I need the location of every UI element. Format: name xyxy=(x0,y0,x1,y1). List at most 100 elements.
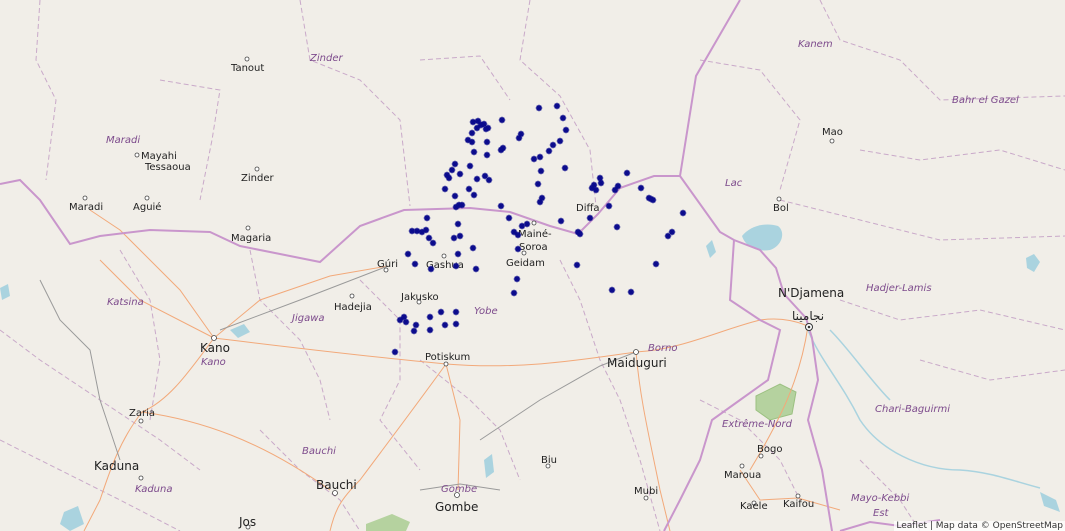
map-marker-icon[interactable] xyxy=(470,191,478,199)
map-attribution[interactable]: Leaflet | Map data © OpenStreetMap xyxy=(894,521,1065,531)
map-marker-icon[interactable] xyxy=(481,172,489,180)
map-marker-icon[interactable] xyxy=(498,116,506,124)
map-marker-icon[interactable] xyxy=(515,134,523,142)
map-marker-icon[interactable] xyxy=(664,232,672,240)
map-marker-icon[interactable] xyxy=(588,184,596,192)
map-marker-icon[interactable] xyxy=(422,226,430,234)
map-marker-icon[interactable] xyxy=(458,201,466,209)
map-marker-icon[interactable] xyxy=(452,320,460,328)
map-marker-icon[interactable] xyxy=(623,169,631,177)
map-marker-icon[interactable] xyxy=(538,194,546,202)
map-marker-icon[interactable] xyxy=(482,125,490,133)
map-marker-icon[interactable] xyxy=(470,148,478,156)
map-marker-icon[interactable] xyxy=(562,126,570,134)
map-marker-icon[interactable] xyxy=(485,176,493,184)
map-marker-icon[interactable] xyxy=(614,182,622,190)
map-marker-icon[interactable] xyxy=(396,316,404,324)
map-marker-icon[interactable] xyxy=(400,313,408,321)
map-marker-icon[interactable] xyxy=(497,202,505,210)
map-marker-icon[interactable] xyxy=(483,138,491,146)
map-marker-icon[interactable] xyxy=(596,174,604,182)
map-marker-icon[interactable] xyxy=(592,186,600,194)
map-marker-icon[interactable] xyxy=(523,220,531,228)
map-marker-icon[interactable] xyxy=(597,179,605,187)
map-marker-icon[interactable] xyxy=(537,167,545,175)
map-marker-icon[interactable] xyxy=(452,262,460,270)
map-marker-icon[interactable] xyxy=(427,265,435,273)
map-marker-icon[interactable] xyxy=(586,214,594,222)
map-marker-icon[interactable] xyxy=(452,203,460,211)
map-marker-icon[interactable] xyxy=(412,321,420,329)
map-marker-icon[interactable] xyxy=(450,234,458,242)
map-marker-icon[interactable] xyxy=(559,114,567,122)
map-marker-icon[interactable] xyxy=(441,321,449,329)
map-marker-icon[interactable] xyxy=(668,228,676,236)
map-marker-icon[interactable] xyxy=(423,214,431,222)
map-marker-icon[interactable] xyxy=(514,231,522,239)
map-marker-icon[interactable] xyxy=(448,166,456,174)
map-marker-icon[interactable] xyxy=(469,118,477,126)
map-marker-icon[interactable] xyxy=(452,308,460,316)
map-marker-icon[interactable] xyxy=(474,117,482,125)
map-marker-icon[interactable] xyxy=(426,313,434,321)
map-marker-icon[interactable] xyxy=(530,155,538,163)
map-marker-icon[interactable] xyxy=(627,288,635,296)
map-marker-icon[interactable] xyxy=(456,170,464,178)
map-marker-icon[interactable] xyxy=(426,326,434,334)
map-marker-icon[interactable] xyxy=(451,160,459,168)
map-marker-icon[interactable] xyxy=(549,141,557,149)
map-marker-icon[interactable] xyxy=(472,265,480,273)
map-marker-icon[interactable] xyxy=(425,234,433,242)
map-marker-icon[interactable] xyxy=(497,146,505,154)
map-marker-icon[interactable] xyxy=(608,286,616,294)
map-marker-icon[interactable] xyxy=(454,250,462,258)
map-marker-icon[interactable] xyxy=(561,164,569,172)
map-marker-icon[interactable] xyxy=(468,129,476,137)
map-marker-icon[interactable] xyxy=(466,162,474,170)
map-marker-icon[interactable] xyxy=(404,250,412,258)
map-marker-icon[interactable] xyxy=(451,192,459,200)
map-marker-icon[interactable] xyxy=(513,275,521,283)
map-marker-icon[interactable] xyxy=(536,153,544,161)
map-marker-icon[interactable] xyxy=(505,214,513,222)
map-marker-icon[interactable] xyxy=(437,308,445,316)
map-marker-icon[interactable] xyxy=(469,244,477,252)
map-marker-icon[interactable] xyxy=(679,209,687,217)
map-marker-icon[interactable] xyxy=(613,223,621,231)
map-marker-icon[interactable] xyxy=(573,261,581,269)
map-marker-icon[interactable] xyxy=(611,186,619,194)
map-marker-icon[interactable] xyxy=(445,174,453,182)
map-marker-icon[interactable] xyxy=(536,198,544,206)
map-marker-icon[interactable] xyxy=(553,102,561,110)
map-marker-icon[interactable] xyxy=(514,245,522,253)
map-marker-icon[interactable] xyxy=(410,327,418,335)
map-marker-icon[interactable] xyxy=(652,260,660,268)
map-marker-icon[interactable] xyxy=(456,232,464,240)
map-marker-icon[interactable] xyxy=(535,104,543,112)
map-marker-icon[interactable] xyxy=(411,260,419,268)
map-marker-icon[interactable] xyxy=(402,318,410,326)
map-marker-icon[interactable] xyxy=(468,138,476,146)
marker-layer[interactable] xyxy=(391,102,687,356)
map-marker-icon[interactable] xyxy=(545,147,553,155)
map-marker-icon[interactable] xyxy=(556,137,564,145)
map-marker-icon[interactable] xyxy=(510,289,518,297)
map-marker-icon[interactable] xyxy=(483,151,491,159)
map-marker-icon[interactable] xyxy=(534,180,542,188)
map-marker-icon[interactable] xyxy=(480,120,488,128)
map-marker-icon[interactable] xyxy=(473,175,481,183)
map-marker-icon[interactable] xyxy=(637,184,645,192)
map-marker-icon[interactable] xyxy=(454,220,462,228)
map-marker-icon[interactable] xyxy=(413,227,421,235)
map-marker-icon[interactable] xyxy=(441,185,449,193)
map-marker-icon[interactable] xyxy=(391,348,399,356)
map-marker-icon[interactable] xyxy=(605,202,613,210)
map-marker-icon[interactable] xyxy=(649,196,657,204)
map-marker-icon[interactable] xyxy=(518,222,526,230)
map-marker-icon[interactable] xyxy=(408,227,416,235)
map-marker-icon[interactable] xyxy=(473,124,481,132)
map-marker-icon[interactable] xyxy=(429,239,437,247)
map-marker-icon[interactable] xyxy=(576,230,584,238)
